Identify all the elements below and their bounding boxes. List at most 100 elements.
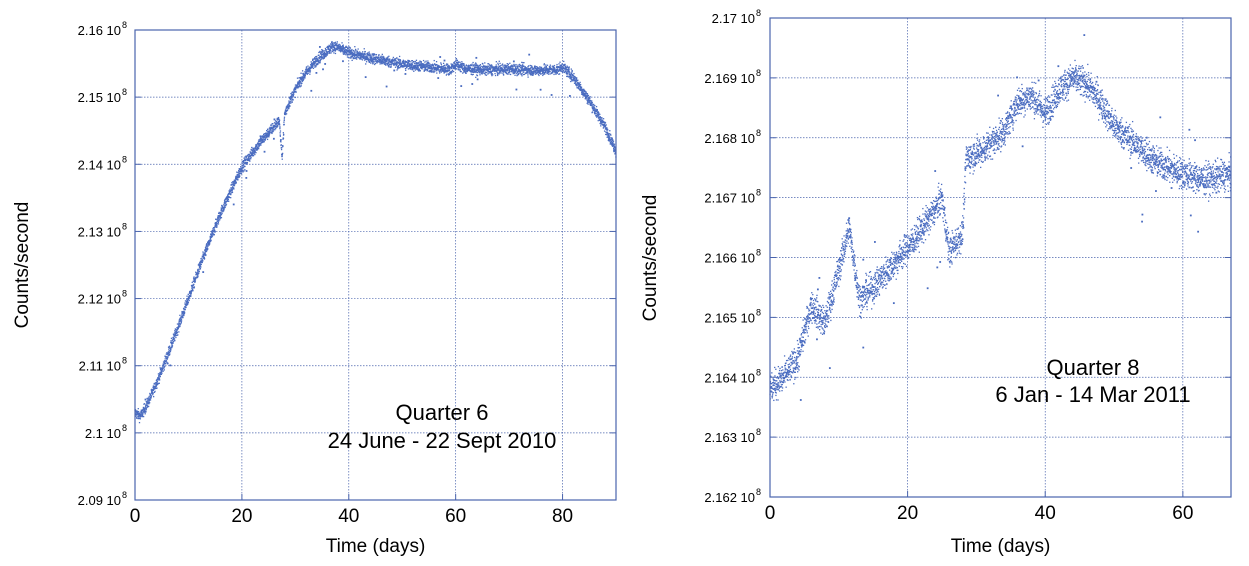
data-point <box>808 310 810 312</box>
data-point <box>140 410 143 413</box>
data-point <box>824 322 826 324</box>
data-point <box>171 345 174 347</box>
data-point <box>475 66 478 68</box>
data-point <box>404 64 407 66</box>
data-point <box>424 61 426 63</box>
data-point <box>497 74 499 77</box>
data-point <box>390 60 392 62</box>
data-point <box>299 81 302 83</box>
data-point <box>164 365 166 368</box>
data-point <box>176 334 178 336</box>
data-point <box>382 61 385 64</box>
data-point <box>431 67 433 69</box>
data-point <box>562 68 564 70</box>
data-point <box>795 362 798 364</box>
data-point <box>233 187 235 189</box>
outlier-point <box>460 85 463 87</box>
data-point <box>595 113 597 115</box>
data-point <box>800 340 803 342</box>
data-point <box>516 70 518 72</box>
data-point <box>305 72 307 74</box>
data-point <box>477 66 480 68</box>
data-point <box>376 60 378 63</box>
data-point <box>259 139 261 142</box>
data-point <box>813 314 816 316</box>
data-point <box>238 176 241 178</box>
data-point <box>456 68 458 70</box>
data-point <box>346 52 348 55</box>
data-point <box>327 50 330 53</box>
data-point <box>349 54 351 56</box>
data-point <box>210 233 212 235</box>
data-point <box>365 56 367 58</box>
data-point <box>572 76 574 79</box>
data-point <box>418 65 420 67</box>
data-point <box>512 72 514 75</box>
data-point <box>607 129 609 131</box>
data-point <box>326 54 328 56</box>
data-point <box>269 130 271 133</box>
data-point <box>492 70 494 72</box>
data-point <box>413 70 415 72</box>
data-point <box>366 53 369 56</box>
data-point <box>326 51 329 53</box>
data-point <box>772 388 775 390</box>
data-point <box>397 58 399 60</box>
data-point <box>551 69 553 71</box>
data-point <box>792 352 795 354</box>
data-point <box>175 336 177 339</box>
data-point <box>322 56 324 58</box>
data-point <box>528 67 530 70</box>
data-point <box>319 62 321 64</box>
data-point <box>527 76 529 78</box>
data-point <box>351 50 353 52</box>
y-tick-label: 2.165 10 <box>704 310 755 325</box>
data-point <box>507 68 509 71</box>
data-point <box>177 325 180 327</box>
data-point <box>231 190 233 192</box>
data-point <box>591 111 594 113</box>
data-point <box>296 82 299 84</box>
x-tick-label: 20 <box>897 503 918 524</box>
data-point <box>419 64 422 66</box>
data-point <box>402 59 405 61</box>
data-point <box>179 323 182 325</box>
y-tick-label: 2.164 10 <box>704 370 755 385</box>
data-point <box>487 69 489 71</box>
data-point <box>463 71 465 73</box>
data-point <box>387 57 389 59</box>
x-tick-label: 0 <box>130 506 141 527</box>
data-point <box>398 59 400 61</box>
data-point <box>824 316 827 318</box>
data-point <box>144 408 146 410</box>
data-point <box>313 57 316 59</box>
data-point <box>274 129 276 131</box>
data-point <box>796 357 798 359</box>
data-point <box>427 64 430 67</box>
data-point <box>364 51 366 53</box>
data-point <box>461 67 463 69</box>
data-point <box>433 67 436 70</box>
y-tick-label: 2.168 10 <box>704 131 755 146</box>
data-point <box>483 70 485 72</box>
data-point <box>484 65 486 67</box>
data-point <box>254 150 256 152</box>
data-point <box>775 399 778 401</box>
data-point <box>771 397 773 399</box>
data-point <box>205 254 207 256</box>
data-point <box>178 320 181 322</box>
data-point <box>431 68 434 70</box>
data-point <box>524 69 526 71</box>
data-point <box>180 320 183 322</box>
data-point <box>461 61 463 63</box>
data-point <box>588 99 590 102</box>
data-point <box>771 395 774 397</box>
data-point <box>594 109 596 111</box>
data-point <box>224 201 226 203</box>
data-point <box>389 61 391 63</box>
y-tick-label: 2.17 10 <box>712 11 755 26</box>
data-point <box>307 65 309 67</box>
data-point <box>294 91 296 93</box>
outlier-point <box>342 60 344 63</box>
data-point <box>798 351 800 353</box>
